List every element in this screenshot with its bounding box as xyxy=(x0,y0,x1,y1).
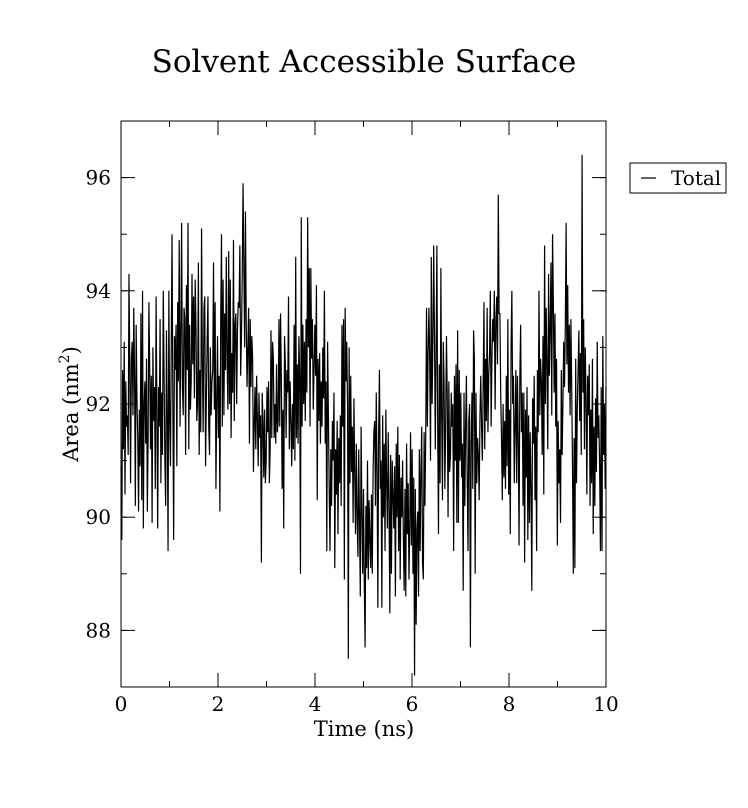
x-tick-label: 8 xyxy=(503,692,516,716)
y-tick-label: 96 xyxy=(86,166,111,190)
y-tick-label: 88 xyxy=(86,618,111,642)
x-axis-ticks: 0 2 4 6 8 10 xyxy=(115,121,619,716)
y-axis-label-sup: 2 xyxy=(57,354,73,363)
legend: Total xyxy=(629,162,727,194)
plot-frame xyxy=(120,120,607,688)
y-tick-label: 94 xyxy=(86,279,111,303)
x-tick-label: 0 xyxy=(115,692,128,716)
y-axis-ticks: 88 90 92 94 96 xyxy=(86,120,606,688)
x-tick-label: 4 xyxy=(309,692,322,716)
y-tick-label: 92 xyxy=(86,392,111,416)
series-line-total xyxy=(120,154,607,676)
x-axis-label: Time (ns) xyxy=(314,717,414,741)
x-tick-label: 2 xyxy=(212,692,225,716)
y-axis-label-main: Area (nm xyxy=(59,363,83,463)
x-tick-label: 10 xyxy=(593,692,618,716)
y-tick-label: 90 xyxy=(86,505,111,529)
x-tick-label: 6 xyxy=(406,692,419,716)
y-axis-label-close: ) xyxy=(59,346,83,354)
y-axis-label: Area (nm2) xyxy=(57,346,83,463)
chart-title: Solvent Accessible Surface xyxy=(152,44,577,80)
legend-label-total: Total xyxy=(671,166,721,190)
